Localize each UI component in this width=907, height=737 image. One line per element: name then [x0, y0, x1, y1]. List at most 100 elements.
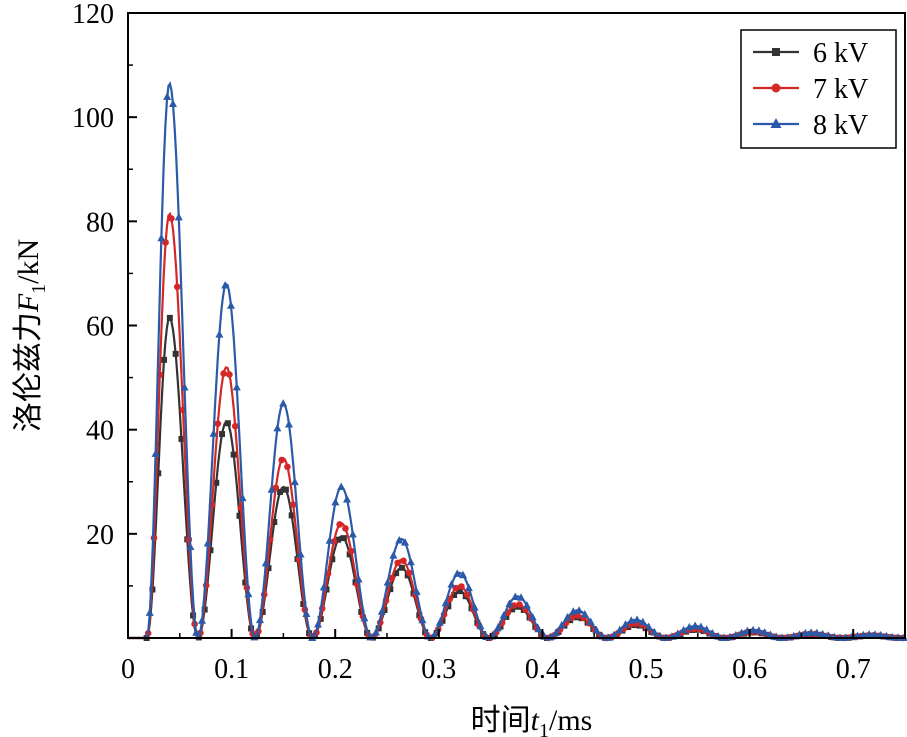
data-point	[337, 482, 346, 490]
data-point	[230, 451, 237, 458]
x-tick-label: 0.6	[732, 654, 767, 685]
data-point	[451, 592, 458, 599]
data-point	[207, 547, 214, 554]
data-point	[279, 399, 288, 407]
data-point	[633, 615, 642, 623]
data-point	[511, 592, 520, 600]
y-tick-label: 60	[86, 312, 114, 343]
data-point	[401, 538, 410, 546]
data-point	[336, 521, 343, 528]
data-point	[859, 630, 868, 639]
data-point	[224, 420, 231, 427]
data-point	[340, 535, 347, 542]
data-point	[505, 599, 514, 607]
data-point	[812, 628, 821, 637]
data-point	[209, 429, 218, 437]
data-point	[400, 557, 407, 565]
data-point	[638, 617, 647, 626]
legend-marker	[771, 83, 781, 93]
data-point	[226, 371, 233, 378]
data-point	[145, 608, 154, 616]
legend-item: 6 kV	[753, 38, 868, 69]
data-point	[172, 350, 179, 357]
data-point	[157, 233, 166, 242]
data-point	[388, 574, 396, 582]
data-point	[691, 621, 700, 630]
data-point	[592, 625, 601, 634]
data-point	[517, 593, 526, 601]
data-point	[702, 625, 711, 633]
legend-marker	[772, 48, 780, 56]
data-point	[621, 620, 630, 628]
data-point	[387, 586, 394, 593]
data-point	[459, 570, 468, 579]
data-point	[801, 628, 810, 637]
x-axis-title-sub: 1	[539, 720, 549, 737]
data-point	[394, 559, 401, 567]
data-point	[760, 628, 769, 636]
data-point	[168, 99, 177, 107]
data-point	[393, 570, 400, 577]
data-point	[360, 613, 369, 622]
data-point	[383, 578, 392, 586]
data-point	[178, 435, 185, 442]
data-point	[288, 512, 295, 519]
data-point	[818, 629, 827, 638]
data-point	[865, 630, 874, 638]
data-point	[343, 495, 352, 503]
data-point	[290, 477, 299, 486]
data-point	[534, 624, 543, 633]
data-point	[273, 423, 282, 432]
y-tick-label: 40	[86, 416, 114, 447]
x-tick-label: 0.3	[421, 654, 456, 685]
data-point	[516, 601, 523, 608]
x-tick-label: 0.2	[318, 654, 353, 685]
data-point	[749, 625, 758, 634]
data-point	[430, 631, 439, 639]
data-point	[267, 485, 276, 493]
data-point	[708, 628, 717, 637]
data-point	[346, 551, 353, 558]
y-tick-label: 100	[72, 103, 114, 134]
x-tick-label: 0	[121, 654, 135, 685]
data-point	[372, 627, 381, 636]
data-point	[441, 598, 450, 607]
data-point	[242, 579, 249, 586]
data-point	[282, 486, 289, 493]
data-point	[569, 607, 578, 615]
data-point	[173, 283, 181, 291]
data-point	[412, 587, 421, 595]
data-point	[289, 501, 297, 508]
y-axis-title-unit: /kN	[12, 239, 45, 284]
y-axis-title-sub: 1	[28, 284, 50, 294]
y-tick-label: 20	[86, 520, 114, 551]
data-point	[155, 470, 162, 477]
data-point	[226, 301, 235, 309]
data-point	[807, 628, 816, 636]
data-point	[463, 591, 471, 598]
data-point	[679, 625, 688, 634]
data-point	[272, 484, 280, 492]
data-point	[644, 622, 653, 631]
legend-marker	[770, 118, 782, 128]
data-point	[197, 616, 206, 624]
x-tick-label: 0.4	[525, 654, 560, 685]
legend-label: 7 kV	[813, 74, 868, 105]
x-axis-title-unit: /ms	[549, 704, 592, 737]
data-point	[575, 606, 584, 614]
data-point	[557, 621, 566, 629]
data-point	[731, 631, 740, 639]
data-point	[215, 330, 224, 338]
data-point	[824, 631, 833, 639]
y-axis-title-var: F	[12, 293, 45, 313]
data-point	[510, 602, 518, 609]
data-point	[354, 575, 363, 583]
data-point	[244, 589, 253, 598]
data-point	[232, 382, 241, 391]
data-point	[627, 616, 636, 624]
legend-item: 7 kV	[753, 74, 868, 105]
data-point	[186, 542, 195, 551]
data-point	[499, 611, 508, 619]
data-point	[238, 493, 247, 502]
data-point	[528, 612, 537, 621]
